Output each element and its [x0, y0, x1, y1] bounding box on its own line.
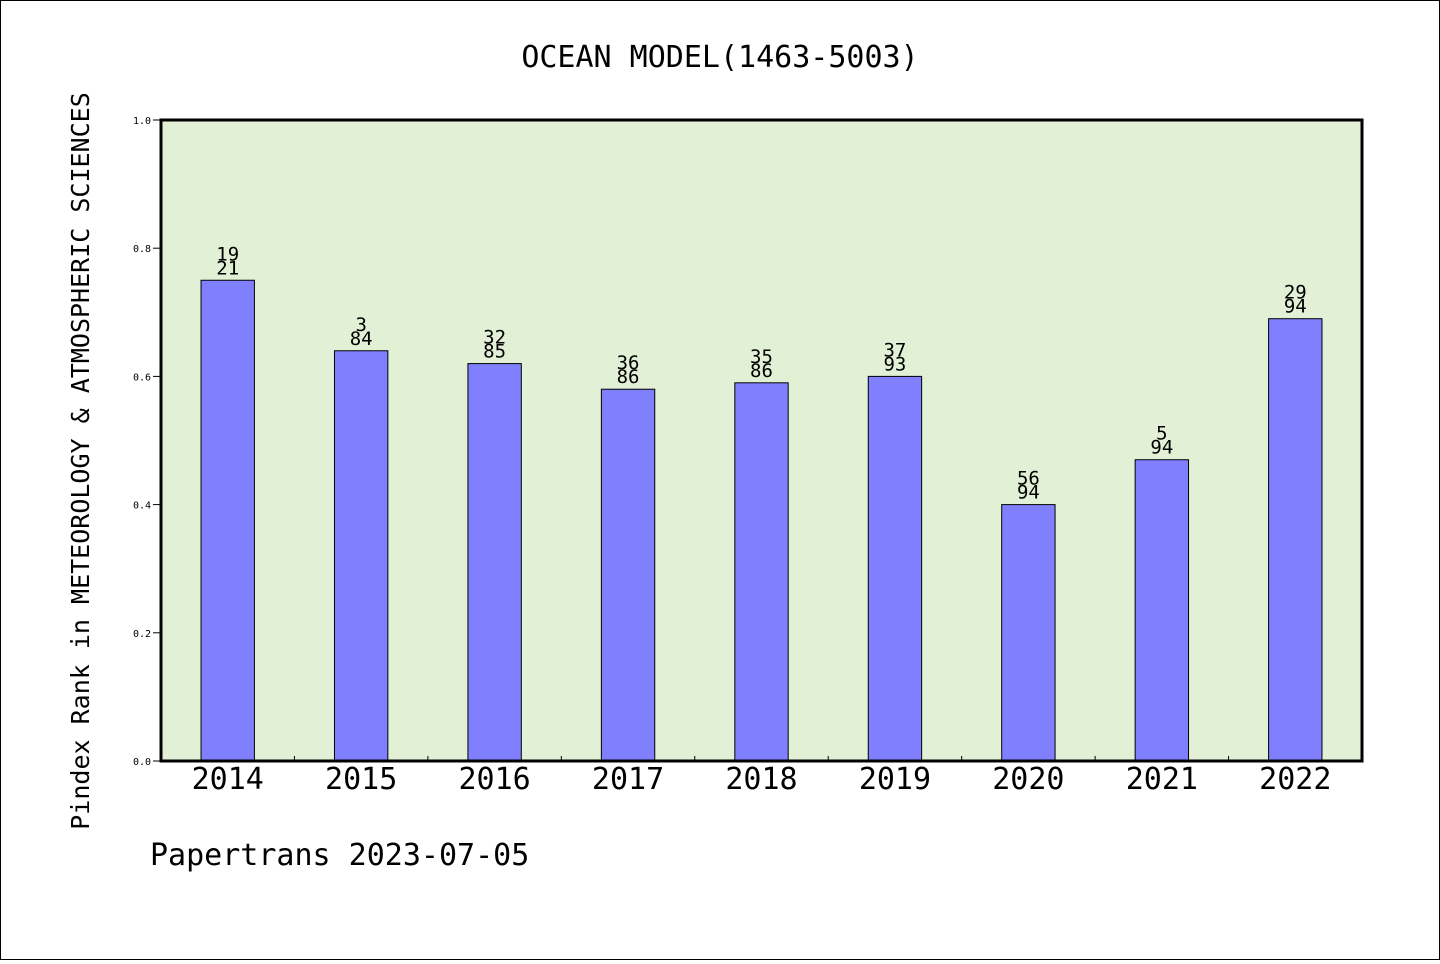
bar-2014	[200, 279, 255, 762]
plot-border	[159, 118, 1364, 763]
y-tick-label: 0.4	[133, 501, 151, 512]
bar-label-bottom-2015: 84	[350, 328, 373, 350]
y-tick-label: 1.0	[133, 116, 151, 127]
y-tick-label: 0.6	[133, 372, 151, 383]
bar-label-bottom-2016: 85	[483, 341, 506, 363]
x-tick-label-2015: 2015	[325, 762, 397, 797]
chart-title: OCEAN MODEL(1463-5003)	[521, 40, 918, 75]
bar-label-bottom-2019: 93	[883, 353, 906, 375]
bar-label-bottom-2021: 94	[1150, 437, 1173, 459]
bar-label-top-2017: 36	[617, 352, 640, 374]
bar-label-top-2015: 3	[355, 314, 366, 336]
x-tick-label-2022: 2022	[1259, 762, 1331, 797]
bar-label-bottom-2020: 94	[1017, 482, 1040, 504]
bar-label-top-2020: 56	[1017, 468, 1040, 490]
bar-label-top-2016: 32	[483, 327, 506, 349]
y-axis-label: Pindex Rank in METEOROLOGY & ATMOSPHERIC…	[66, 92, 95, 830]
bar-2015	[333, 350, 389, 762]
bar-2018	[734, 382, 789, 762]
bar-2022	[1268, 318, 1323, 762]
bar-label-bottom-2014: 21	[216, 257, 239, 279]
bar-label-top-2022: 29	[1284, 282, 1307, 304]
bar-label-top-2021: 5	[1156, 423, 1167, 445]
bar-label-bottom-2022: 94	[1284, 296, 1307, 318]
bar-2016	[467, 363, 522, 762]
x-tick-label-2016: 2016	[458, 762, 530, 797]
bar-label-bottom-2018: 86	[750, 360, 773, 382]
y-tick-label: 0.2	[133, 629, 151, 640]
bar-label-top-2019: 37	[883, 339, 906, 361]
bar-2020	[1001, 504, 1056, 762]
bar-2019	[867, 375, 923, 762]
bar-label-top-2014: 19	[216, 243, 239, 265]
x-tick-label-2020: 2020	[992, 762, 1064, 797]
bars-group	[200, 279, 1323, 762]
bar-label-bottom-2017: 86	[617, 366, 640, 388]
x-tick-label-2018: 2018	[725, 762, 797, 797]
x-tick-label-2017: 2017	[592, 762, 664, 797]
bar-2017	[600, 388, 656, 762]
footer-credit: Papertrans 2023-07-05	[150, 838, 529, 873]
y-axis-ticks: 0.0 0.2 0.4 0.6 0.8 1.0	[133, 116, 161, 768]
bar-2021	[1134, 459, 1190, 762]
x-tick-label-2021: 2021	[1126, 762, 1198, 797]
y-tick-label: 0.0	[133, 757, 151, 768]
x-axis-ticks: 2014 2015 2016 2017 2018 2019 2020 2021 2022	[192, 756, 1331, 797]
x-tick-label-2014: 2014	[192, 762, 264, 797]
x-tick-label-2019: 2019	[859, 762, 931, 797]
bar-label-top-2018: 35	[750, 346, 773, 368]
y-tick-label: 0.8	[133, 244, 151, 255]
